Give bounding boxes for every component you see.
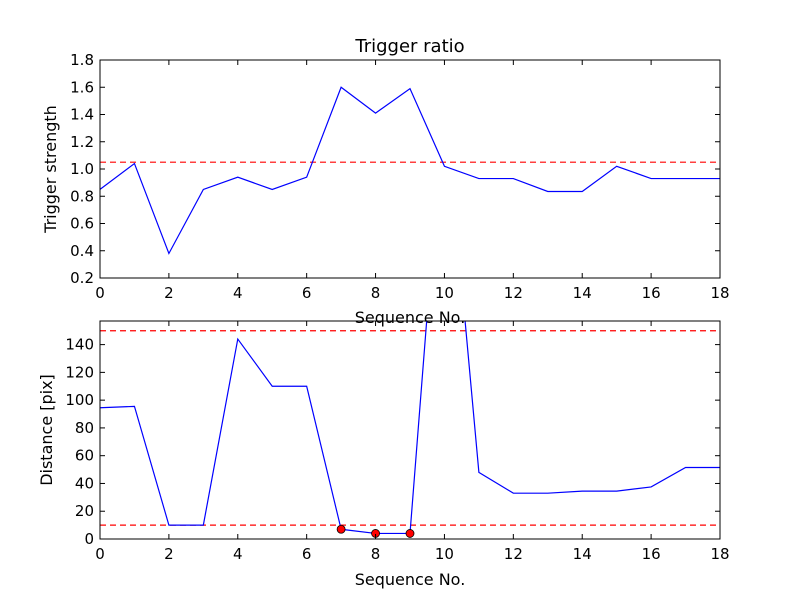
x-tick-label: 2 bbox=[164, 284, 174, 302]
y-tick-label: 0.8 bbox=[70, 187, 94, 205]
x-tick-label: 12 bbox=[504, 545, 523, 563]
x-tick-label: 6 bbox=[302, 545, 312, 563]
x-tick-label: 18 bbox=[710, 284, 729, 302]
y-tick-label: 80 bbox=[75, 419, 94, 437]
x-tick-label: 10 bbox=[435, 284, 454, 302]
x-tick-label: 12 bbox=[504, 284, 523, 302]
x-tick-label: 16 bbox=[642, 545, 661, 563]
y-tick-label: 0.4 bbox=[70, 242, 94, 260]
series-line bbox=[100, 86, 720, 255]
x-tick-label: 16 bbox=[642, 284, 661, 302]
x-tick-label: 18 bbox=[710, 545, 729, 563]
chart-title: Trigger ratio bbox=[354, 36, 464, 57]
x-tick-label: 14 bbox=[573, 284, 592, 302]
x-tick-label: 0 bbox=[95, 284, 105, 302]
x-tick-label: 0 bbox=[95, 545, 105, 563]
x-tick-label: 14 bbox=[573, 545, 592, 563]
plot-area: 0 2 4 6 8 10 12 14 16 18 0 20 40 60 80 100 120 140 bbox=[65, 320, 730, 563]
x-tick-label: 6 bbox=[302, 284, 312, 302]
x-tick-label: 4 bbox=[233, 545, 243, 563]
y-tick-label: 1.8 bbox=[70, 51, 94, 69]
axes-frame bbox=[99, 320, 721, 540]
x-tick-label: 8 bbox=[371, 284, 381, 302]
y-tick-label: 0.6 bbox=[70, 215, 94, 233]
trigger-ratio-chart: Trigger ratio Sequence No. Trigger stren… bbox=[41, 36, 730, 327]
data-layer bbox=[100, 86, 720, 255]
y-tick-label: 0.2 bbox=[70, 269, 94, 287]
distance-chart: Sequence No. Distance [pix] 0 2 4 6 8 10 12 14 1… bbox=[37, 320, 730, 589]
x-tick-label: 2 bbox=[164, 545, 174, 563]
x-tick-label: 4 bbox=[233, 284, 243, 302]
y-tick-label: 60 bbox=[75, 447, 94, 465]
plot-area: 0 2 4 6 8 10 12 14 16 18 0.2 0.4 0.6 0.8 1.0 1.2 1.4 1.6 1… bbox=[70, 51, 729, 302]
y-tick-label: 1.4 bbox=[70, 106, 94, 124]
y-tick-label: 0 bbox=[84, 530, 94, 548]
y-tick-label: 20 bbox=[75, 502, 94, 520]
y-tick-label: 140 bbox=[65, 336, 94, 354]
y-axis-label: Distance [pix] bbox=[37, 374, 56, 486]
y-tick-label: 100 bbox=[65, 391, 94, 409]
x-tick-label: 10 bbox=[435, 545, 454, 563]
y-tick-label: 1.2 bbox=[70, 133, 94, 151]
y-tick-label: 1.6 bbox=[70, 78, 94, 96]
data-layer bbox=[100, 321, 720, 538]
y-tick-label: 120 bbox=[65, 363, 94, 381]
data-point-marker bbox=[336, 524, 346, 534]
data-point-marker bbox=[405, 529, 415, 538]
y-axis-label: Trigger strength bbox=[41, 105, 60, 234]
x-axis-label: Sequence No. bbox=[355, 308, 466, 327]
y-tick-label: 1.0 bbox=[70, 160, 94, 178]
x-tick-label: 8 bbox=[371, 545, 381, 563]
x-axis-label: Sequence No. bbox=[355, 570, 466, 589]
y-tick-label: 40 bbox=[75, 474, 94, 492]
